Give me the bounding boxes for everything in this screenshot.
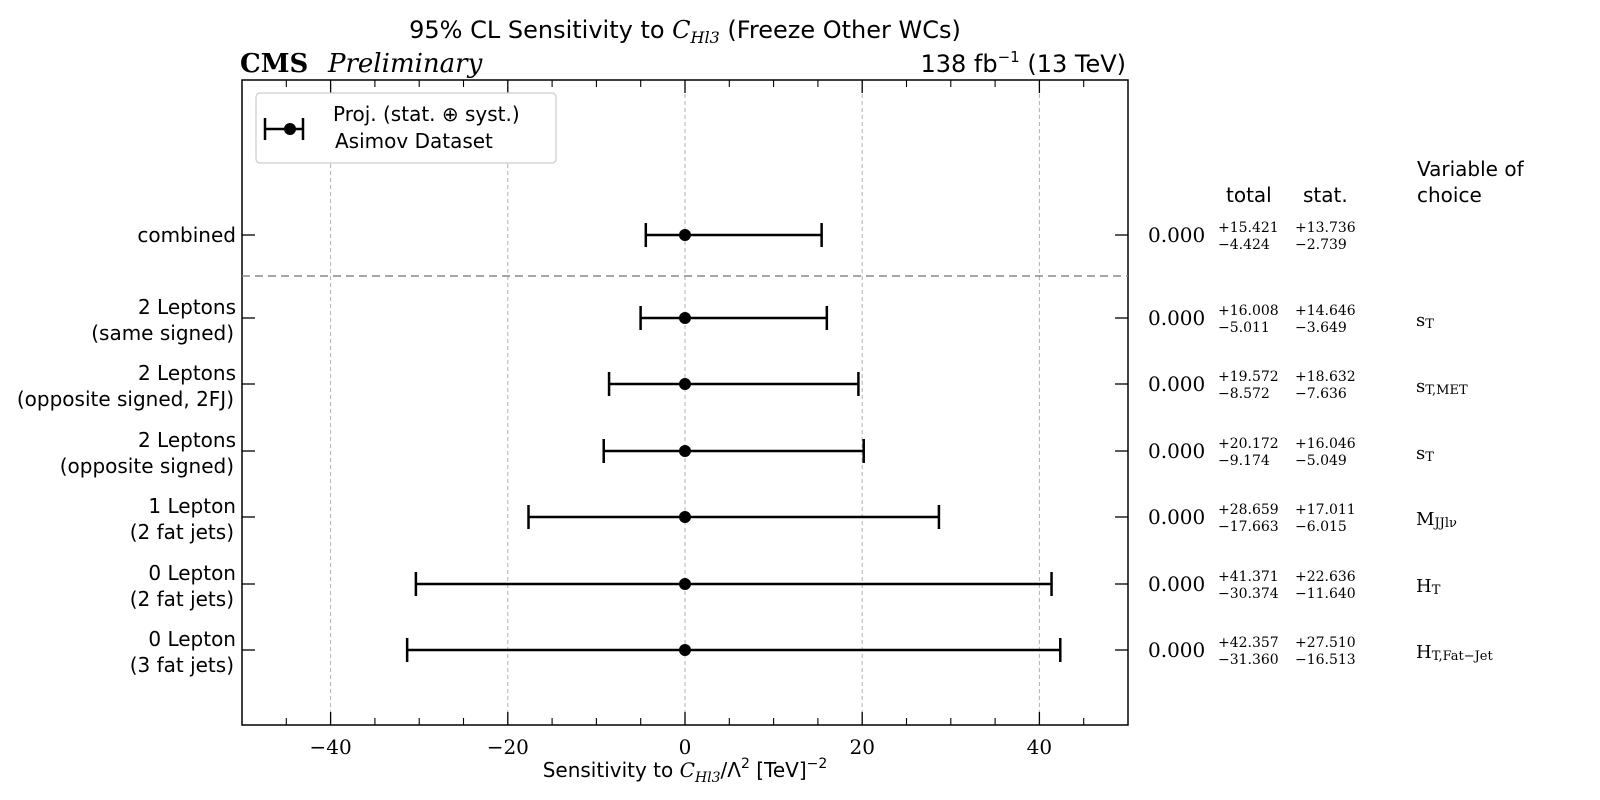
- central-value: 0.000: [1148, 223, 1205, 247]
- total-down: −9.174: [1218, 453, 1270, 469]
- x-tick-label: 20: [849, 735, 874, 759]
- stat-down: −2.739: [1295, 237, 1347, 253]
- variable-of-choice: sT: [1416, 310, 1434, 332]
- central-point: [679, 312, 691, 324]
- x-tick-label: 0: [679, 735, 692, 759]
- total-down: −31.360: [1218, 652, 1279, 668]
- category-label: combined: [137, 223, 236, 247]
- central-value: 0.000: [1148, 505, 1205, 529]
- legend: Proj. (stat. ⊕ syst.) Asimov Dataset: [255, 92, 557, 164]
- results-table: 0.000 +15.421−4.424 +13.736−2.739 0.000 +16.…: [1148, 220, 1494, 668]
- x-tick-label: −40: [309, 735, 351, 759]
- total-up: +16.008: [1218, 303, 1279, 319]
- central-point: [679, 511, 691, 523]
- stat-up: +16.046: [1295, 436, 1356, 452]
- stat-up: +14.646: [1295, 303, 1356, 319]
- grid-lines: [330, 80, 1040, 725]
- stat-down: −3.649: [1295, 320, 1347, 336]
- x-axis-label: Sensitivity to CHl3/Λ2 [TeV]−2: [543, 756, 828, 786]
- stat-down: −5.049: [1295, 453, 1347, 469]
- status-label: Preliminary: [327, 49, 483, 79]
- stat-down: −16.513: [1295, 652, 1356, 668]
- legend-line2: Asimov Dataset: [335, 129, 493, 153]
- variable-of-choice: sT: [1416, 443, 1434, 465]
- central-point: [679, 644, 691, 656]
- total-up: +19.572: [1218, 369, 1279, 385]
- category-label-line2: (opposite signed): [60, 454, 234, 478]
- total-down: −8.572: [1218, 386, 1270, 402]
- column-header-stat: stat.: [1303, 183, 1348, 207]
- category-label-line2: (2 fat jets): [130, 587, 234, 611]
- variable-of-choice: HT: [1416, 576, 1441, 598]
- column-header-variable-2: choice: [1417, 183, 1482, 207]
- total-up: +28.659: [1218, 502, 1279, 518]
- total-down: −5.011: [1218, 320, 1270, 336]
- category-label-line1: 0 Lepton: [148, 561, 236, 585]
- variable-of-choice: MJJlν: [1416, 509, 1457, 531]
- central-point: [679, 578, 691, 590]
- legend-marker-dot: [284, 123, 296, 135]
- stat-up: +22.636: [1295, 569, 1356, 585]
- category-label-line1: 0 Lepton: [148, 627, 236, 651]
- total-up: +15.421: [1218, 220, 1279, 236]
- stat-down: −7.636: [1295, 386, 1347, 402]
- central-point: [679, 229, 691, 241]
- stat-down: −6.015: [1295, 519, 1347, 535]
- total-up: +41.371: [1218, 569, 1279, 585]
- stat-down: −11.640: [1295, 586, 1356, 602]
- total-up: +42.357: [1218, 635, 1279, 651]
- variable-of-choice: HT,Fat−Jet: [1416, 642, 1494, 664]
- legend-line1: Proj. (stat. ⊕ syst.): [333, 102, 520, 126]
- total-down: −30.374: [1218, 586, 1279, 602]
- central-value: 0.000: [1148, 372, 1205, 396]
- category-label-line1: 2 Leptons: [138, 428, 236, 452]
- total-down: −17.663: [1218, 519, 1279, 535]
- category-label-line1: 1 Lepton: [148, 494, 236, 518]
- stat-up: +13.736: [1295, 220, 1356, 236]
- central-value: 0.000: [1148, 638, 1205, 662]
- x-tick-label: 40: [1027, 735, 1052, 759]
- category-label-line1: 2 Leptons: [138, 361, 236, 385]
- central-value: 0.000: [1148, 572, 1205, 596]
- category-label-line1: 2 Leptons: [138, 295, 236, 319]
- central-point: [679, 445, 691, 457]
- variable-of-choice: sT,MET: [1416, 376, 1468, 398]
- stat-up: +18.632: [1295, 369, 1356, 385]
- central-value: 0.000: [1148, 306, 1205, 330]
- category-label-line2: (3 fat jets): [130, 653, 234, 677]
- category-label-line2: (same signed): [91, 321, 234, 345]
- lumi-label: 138 fb−1 (13 TeV): [920, 48, 1126, 78]
- stat-up: +17.011: [1295, 502, 1356, 518]
- x-axis-ticks: −40 −20 0 20 40: [285, 80, 1085, 759]
- legend-box: [255, 92, 557, 164]
- experiment-label: CMS: [240, 49, 308, 79]
- category-label-line2: (2 fat jets): [130, 520, 234, 544]
- stat-up: +27.510: [1295, 635, 1356, 651]
- column-header-total: total: [1226, 183, 1272, 207]
- x-tick-label: −20: [487, 735, 529, 759]
- central-point: [679, 378, 691, 390]
- total-down: −4.424: [1218, 237, 1270, 253]
- category-label-line2: (opposite signed, 2FJ): [17, 387, 234, 411]
- central-value: 0.000: [1148, 439, 1205, 463]
- chart-title: 95% CL Sensitivity to CHl3 (Freeze Other…: [409, 16, 961, 47]
- column-header-variable-1: Variable of: [1417, 157, 1525, 181]
- total-up: +20.172: [1218, 436, 1279, 452]
